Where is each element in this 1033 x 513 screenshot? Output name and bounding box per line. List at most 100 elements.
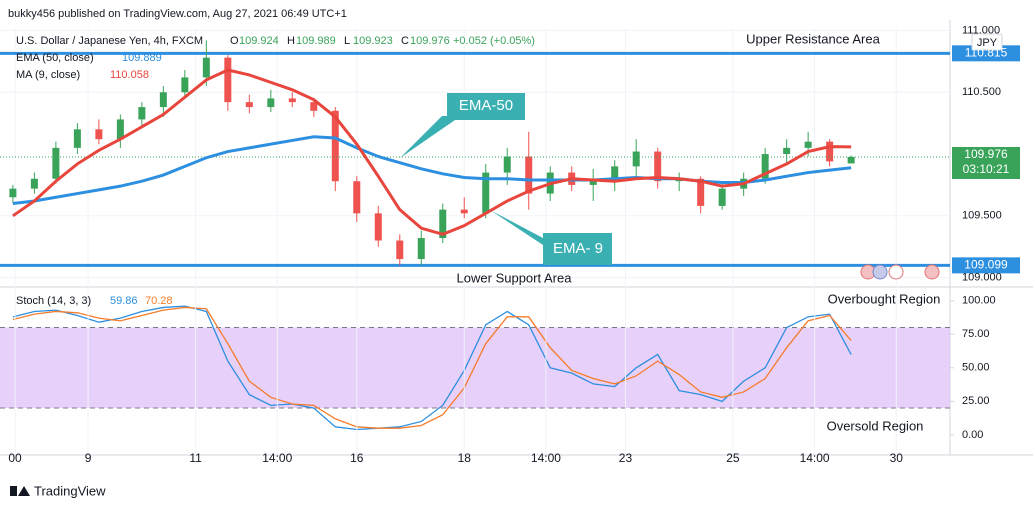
y-tick-label: 111.000 [962,24,1000,36]
change: +0.052 (+0.05%) [453,35,535,47]
x-tick-label: 11 [189,451,202,465]
candle-body [181,77,189,93]
candle-body [761,154,769,179]
brand: TradingView [34,483,106,498]
stoch-tick-label: 50.00 [962,362,990,374]
currency-box [971,33,1003,51]
candle-body [417,238,425,260]
ohlc-key: C [401,35,409,47]
indicator-name: MA (9, close) [16,69,80,81]
level-price-label: 110.815 [965,46,1008,60]
x-tick-label: 18 [458,451,472,465]
stoch-value: 70.28 [145,295,173,307]
x-tick-label: 16 [350,451,364,465]
ohlc-key: H [287,35,295,47]
candle-body [503,156,511,173]
stoch-band [0,327,950,409]
candle-body [73,129,81,148]
candle-body [396,240,404,260]
y-tick-label: 109.000 [962,271,1002,283]
candle-body [159,92,167,108]
countdown: 03:10:21 [963,162,1010,176]
candle-body [826,141,834,162]
candle-body [611,166,619,179]
event-icon [924,264,940,280]
candle-body [288,98,296,103]
indicator-value: 109.889 [122,52,162,64]
callout-ema50 [400,93,525,158]
candle-body [632,151,640,167]
stoch-tick-label: 0.00 [962,429,983,441]
candle-body [52,147,60,179]
ohlc-key: L [344,35,350,47]
candle-body [525,156,533,194]
x-tick-label: 23 [619,451,633,465]
overbought-label: Overbought Region [828,291,941,306]
x-tick-label: 30 [890,451,904,465]
ohlc-value: 109.976 [410,35,450,47]
ohlc-key: O [230,35,239,47]
candle-body [95,129,103,140]
candle-body [116,119,124,140]
stoch-value: 59.86 [110,295,138,307]
logo-part [10,486,17,496]
x-tick-label: 00 [8,451,22,465]
indicator-line [12,68,852,236]
x-tick-label: 9 [85,451,92,465]
currency: JPY [977,37,998,49]
callout-ema9-text: EMA- 9 [553,240,603,257]
logo-part [18,486,30,496]
candle-body [374,213,382,241]
symbol-title: U.S. Dollar / Japanese Yen, 4h, FXCM [16,35,203,47]
x-tick-label: 25 [726,451,740,465]
ohlc-value: 109.989 [296,35,336,47]
level-price-box [952,257,1020,274]
candle-body [654,151,662,182]
indicator-value: 110.058 [110,69,149,81]
candle-body [439,209,447,239]
candle-body [697,178,705,206]
candle-body [804,141,812,148]
candle-body [245,102,253,108]
x-tick-label: 14:00 [531,451,561,465]
candle-body [718,188,726,206]
publisher: bukky456 published on TradingView.com, A… [8,8,347,20]
candle-body [202,57,210,78]
level-price-box [952,45,1020,62]
x-tick-label: 14:00 [800,451,830,465]
stoch-line [12,305,852,431]
indicator-name: EMA (50, close) [16,52,94,64]
stoch-pane [0,300,954,436]
candle-body [30,178,38,189]
candle-body [224,57,232,103]
oversold-label: Oversold Region [827,418,924,433]
indicator-line [12,135,852,205]
last-price-box [952,146,1020,179]
event-icons [860,264,940,280]
candle-body [482,172,490,214]
brand-logo [10,486,30,496]
candle-body [331,110,339,182]
candle-body [460,209,468,214]
stoch-tick-label: 25.00 [962,395,990,407]
stoch-tick-label: 75.00 [962,328,990,340]
event-icon [872,264,888,280]
candle-body [847,156,855,164]
ohlc-value: 109.924 [239,35,279,47]
resistance-label: Upper Resistance Area [746,31,880,46]
y-tick-label: 109.500 [962,210,1002,222]
last-price-label: 109.976 [964,147,1008,161]
candle-body [589,178,597,185]
candle-body [353,181,361,214]
candle-body [9,188,17,198]
legend: U.S. Dollar / Japanese Yen, 4h, FXCM O 109… [16,35,535,307]
x-tick-label: 14:00 [262,451,292,465]
callout-ema50-text: EMA-50 [459,97,513,114]
ohlc-value: 109.923 [353,35,393,47]
stoch-name: Stoch (14, 3, 3) [16,295,91,307]
support-label: Lower Support Area [457,270,573,285]
stoch-tick-label: 100.00 [962,295,996,307]
level-price-label: 109.099 [964,258,1008,272]
